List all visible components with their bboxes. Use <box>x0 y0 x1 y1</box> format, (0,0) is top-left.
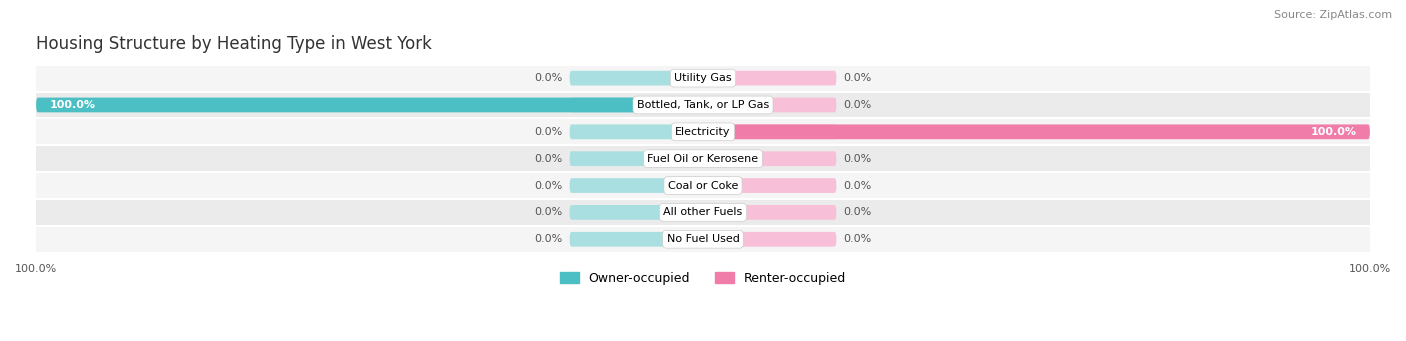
FancyBboxPatch shape <box>703 232 837 247</box>
Text: All other Fuels: All other Fuels <box>664 207 742 218</box>
Text: 0.0%: 0.0% <box>534 234 562 244</box>
Text: Coal or Coke: Coal or Coke <box>668 180 738 191</box>
Text: Bottled, Tank, or LP Gas: Bottled, Tank, or LP Gas <box>637 100 769 110</box>
Bar <box>37 65 1369 91</box>
Text: Source: ZipAtlas.com: Source: ZipAtlas.com <box>1274 10 1392 20</box>
Text: Utility Gas: Utility Gas <box>675 73 731 83</box>
Text: 0.0%: 0.0% <box>844 100 872 110</box>
Text: 0.0%: 0.0% <box>844 154 872 164</box>
Text: No Fuel Used: No Fuel Used <box>666 234 740 244</box>
FancyBboxPatch shape <box>569 124 703 139</box>
Bar <box>37 145 1369 172</box>
Text: 0.0%: 0.0% <box>844 73 872 83</box>
Text: Fuel Oil or Kerosene: Fuel Oil or Kerosene <box>647 154 759 164</box>
FancyBboxPatch shape <box>703 151 837 166</box>
Text: 0.0%: 0.0% <box>534 127 562 137</box>
FancyBboxPatch shape <box>569 71 703 86</box>
FancyBboxPatch shape <box>569 98 703 113</box>
FancyBboxPatch shape <box>569 178 703 193</box>
Text: 0.0%: 0.0% <box>534 73 562 83</box>
Text: 0.0%: 0.0% <box>534 207 562 218</box>
Text: Electricity: Electricity <box>675 127 731 137</box>
Text: 0.0%: 0.0% <box>844 207 872 218</box>
FancyBboxPatch shape <box>703 205 837 220</box>
FancyBboxPatch shape <box>569 151 703 166</box>
FancyBboxPatch shape <box>703 124 837 139</box>
Bar <box>37 118 1369 145</box>
Text: 0.0%: 0.0% <box>534 180 562 191</box>
Text: 0.0%: 0.0% <box>844 180 872 191</box>
Bar <box>37 199 1369 226</box>
Bar <box>37 226 1369 253</box>
Text: 100.0%: 100.0% <box>1310 127 1357 137</box>
Bar <box>37 172 1369 199</box>
Text: 0.0%: 0.0% <box>534 154 562 164</box>
Text: 0.0%: 0.0% <box>844 234 872 244</box>
FancyBboxPatch shape <box>703 98 837 113</box>
FancyBboxPatch shape <box>703 71 837 86</box>
Bar <box>37 91 1369 118</box>
FancyBboxPatch shape <box>37 98 703 113</box>
Text: Housing Structure by Heating Type in West York: Housing Structure by Heating Type in Wes… <box>37 35 432 54</box>
FancyBboxPatch shape <box>569 232 703 247</box>
FancyBboxPatch shape <box>703 124 1369 139</box>
FancyBboxPatch shape <box>569 205 703 220</box>
Text: 100.0%: 100.0% <box>49 100 96 110</box>
FancyBboxPatch shape <box>703 178 837 193</box>
Legend: Owner-occupied, Renter-occupied: Owner-occupied, Renter-occupied <box>555 267 851 290</box>
